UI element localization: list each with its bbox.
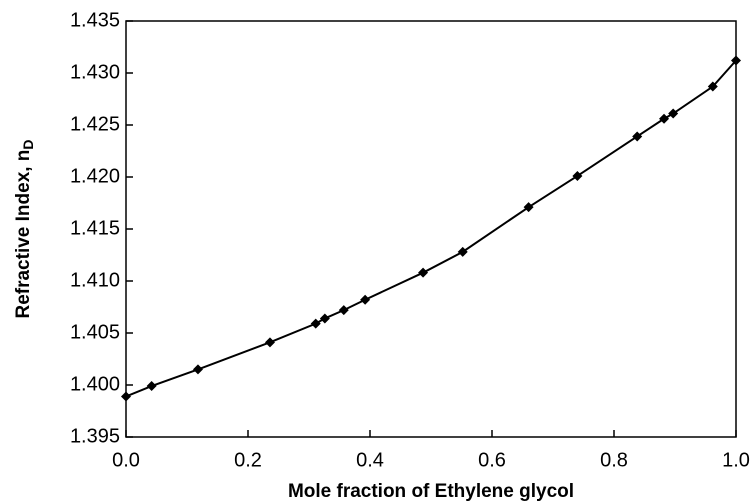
y-tick-label: 1.420 [70, 165, 120, 187]
data-point [121, 391, 131, 402]
y-tick-label: 1.410 [70, 269, 120, 291]
data-point [731, 55, 741, 66]
y-tick-label: 1.395 [70, 425, 120, 447]
y-axis-title-subscript: D [20, 139, 36, 149]
x-axis-title: Mole fraction of Ethylene glycol [288, 481, 574, 502]
data-point [310, 318, 321, 329]
data-point [319, 313, 330, 324]
y-tick-label: 1.435 [70, 9, 120, 31]
y-tick-label: 1.415 [70, 217, 120, 239]
y-tick-label: 1.430 [70, 61, 120, 83]
plot-frame [125, 20, 737, 438]
data-point [523, 202, 534, 213]
y-axis-title-main: Refractive Index, n [13, 150, 34, 319]
x-tick-label: 1.0 [722, 449, 750, 471]
data-point [338, 305, 349, 316]
data-point [192, 364, 203, 375]
y-tick-label: 1.400 [70, 373, 120, 395]
x-tick-label: 0.4 [356, 449, 384, 471]
x-tick-label: 0.2 [234, 449, 262, 471]
data-point [632, 131, 643, 142]
x-tick-label: 0.8 [600, 449, 628, 471]
y-axis-title: Refractive Index, nD [13, 139, 36, 318]
series-line [125, 59, 737, 398]
data-point [146, 381, 157, 392]
data-point [457, 246, 468, 257]
data-point [418, 267, 429, 278]
data-point [659, 113, 670, 124]
data-point [707, 81, 718, 92]
y-tick-label: 1.405 [70, 321, 120, 343]
y-tick-label: 1.425 [70, 113, 120, 135]
x-tick-label: 0.0 [112, 449, 140, 471]
data-point [572, 170, 583, 181]
data-point [360, 294, 371, 305]
data-point [668, 108, 679, 119]
x-tick-label: 0.6 [478, 449, 506, 471]
data-point [264, 337, 275, 348]
